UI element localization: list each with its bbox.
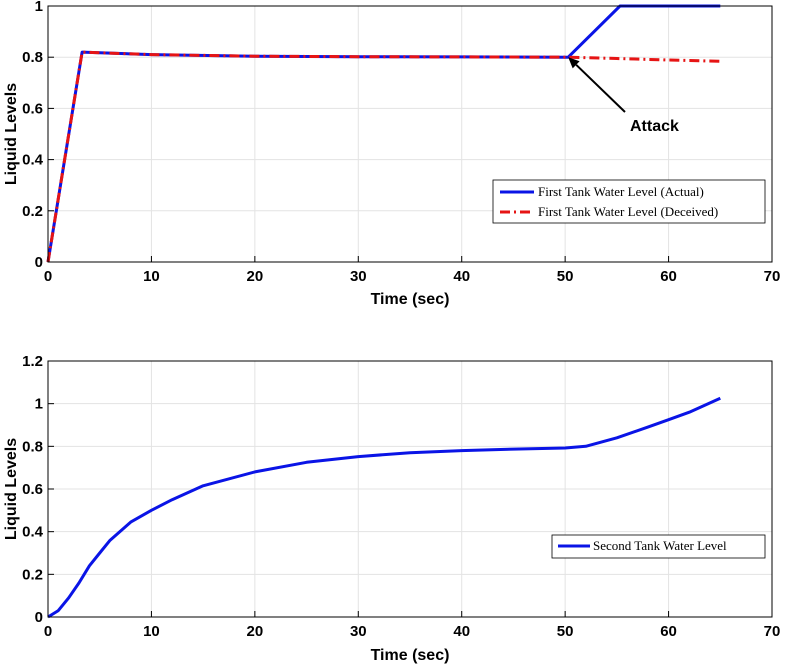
attack-arrowhead-icon: [568, 57, 580, 69]
x-tick-label: 20: [247, 623, 264, 640]
y-tick-label: 0: [35, 254, 43, 271]
y-tick-label: 1: [35, 0, 43, 15]
legend-top: First Tank Water Level (Actual) First Ta…: [492, 179, 766, 224]
x-tick-label: 60: [660, 268, 677, 285]
legend-label-deceived: First Tank Water Level (Deceived): [538, 204, 718, 219]
x-axis-label-bottom: Time (sec): [371, 647, 450, 664]
y-tick-label: 0.4: [22, 524, 44, 541]
x-tick-label: 10: [143, 268, 160, 285]
axes-box-bottom: [47, 360, 773, 618]
plot-top: 0 10 20 30 40 50 60 70 0 0.2 0.4 0.6 0.8 1 Time (sec)…: [3, 0, 780, 308]
x-tick-label: 0: [44, 623, 52, 640]
x-tick-label: 20: [247, 268, 264, 285]
y-tick-label: 1: [35, 396, 43, 413]
attack-annotation: Attack: [568, 57, 679, 135]
x-tick-label: 70: [764, 623, 781, 640]
y-tick-label: 0.6: [22, 481, 43, 498]
x-tick-label: 60: [660, 623, 677, 640]
legend-box-bottom: [551, 534, 766, 559]
ticks-bottom: 0 10 20 30 40 50 60 70 0 0.2 0.4 0.6 0.8 1 1.2: [22, 353, 780, 640]
plot-bottom: 0 10 20 30 40 50 60 70 0 0.2 0.4 0.6 0.8 1 1.2 Time (s…: [3, 353, 780, 664]
legend-bottom: Second Tank Water Level: [551, 534, 766, 559]
x-axis-label-top: Time (sec): [371, 291, 450, 308]
series-bottom: [47, 396, 721, 619]
y-tick-label: 0.8: [22, 438, 43, 455]
legend-label-second: Second Tank Water Level: [593, 538, 727, 553]
y-tick-label: 0.4: [22, 152, 44, 169]
x-tick-label: 50: [557, 623, 574, 640]
ticks-top: 0 10 20 30 40 50 60 70 0 0.2 0.4 0.6 0.8 1: [22, 0, 780, 285]
attack-arrow: [575, 64, 626, 113]
x-tick-label: 40: [453, 623, 470, 640]
x-tick-label: 30: [350, 623, 367, 640]
x-tick-label: 50: [557, 268, 574, 285]
series-line-1-0: [47, 396, 721, 619]
x-tick-label: 0: [44, 268, 52, 285]
axes-box-top: [47, 5, 773, 263]
legend-label-actual: First Tank Water Level (Actual): [538, 184, 704, 199]
x-tick-label: 40: [453, 268, 470, 285]
y-axis-label-bottom: Liquid Levels: [3, 438, 20, 540]
y-axis-label-top: Liquid Levels: [3, 83, 20, 185]
y-tick-label: 0.2: [22, 203, 43, 220]
y-tick-label: 0.6: [22, 100, 43, 117]
x-tick-label: 30: [350, 268, 367, 285]
legend-box-top: [492, 179, 766, 224]
y-tick-label: 0.2: [22, 566, 43, 583]
x-tick-label: 70: [764, 268, 781, 285]
series-top: [46, 4, 721, 263]
y-tick-label: 0.8: [22, 49, 43, 66]
attack-label: Attack: [630, 118, 679, 135]
x-tick-label: 10: [143, 623, 160, 640]
series-line-0-1: [46, 50, 721, 263]
y-tick-label: 0: [35, 609, 43, 626]
y-tick-label: 1.2: [22, 353, 43, 370]
